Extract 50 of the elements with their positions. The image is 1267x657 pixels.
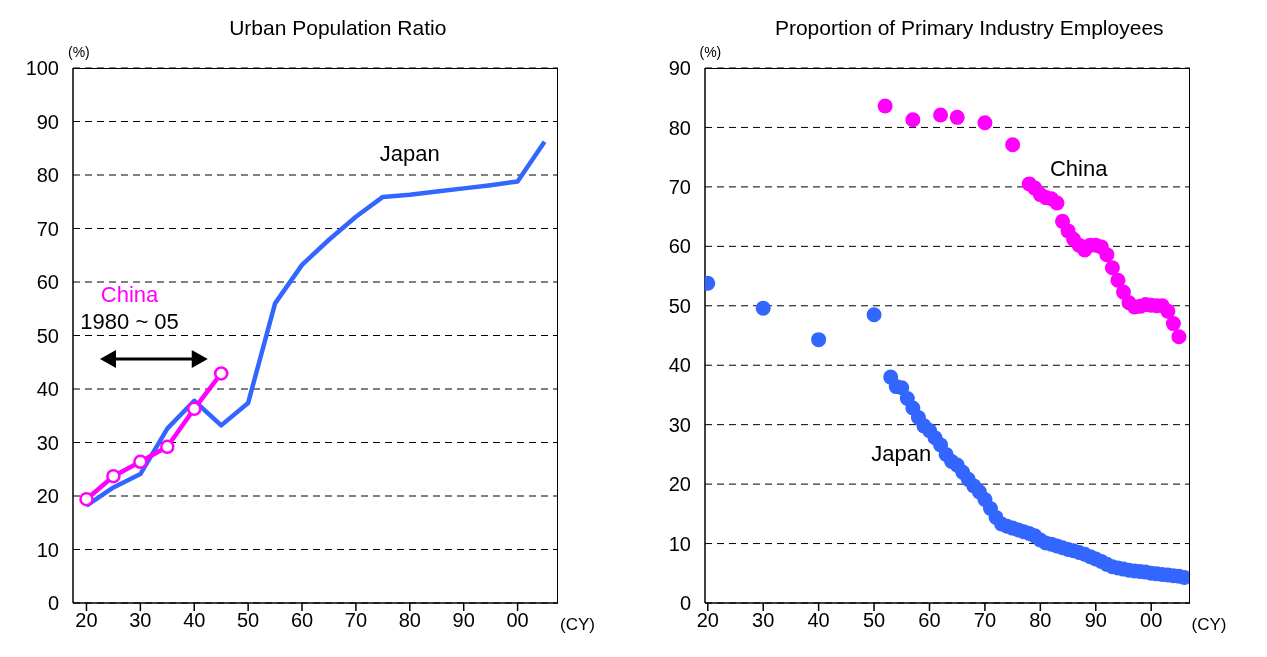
y-tick-label: 40 — [668, 354, 691, 377]
y-tick-label: 30 — [36, 431, 59, 454]
y-tick-label: 70 — [668, 175, 691, 198]
x-tick-label: 80 — [1028, 609, 1051, 632]
y-tick-label: 90 — [668, 57, 691, 80]
x-tick-label: 30 — [751, 609, 774, 632]
y-tick-label: 70 — [36, 217, 59, 240]
x-tick-label: 50 — [237, 609, 260, 632]
y-tick-label: 80 — [36, 164, 59, 187]
y-tick-label: 80 — [668, 116, 691, 139]
x-tick-label: 30 — [129, 609, 152, 632]
x-tick-label: 90 — [452, 609, 475, 632]
y-tick-label: 20 — [668, 473, 691, 496]
y-tick-label: 60 — [668, 235, 691, 258]
x-axis-title: (CY) — [560, 615, 595, 635]
x-tick-label: 40 — [807, 609, 830, 632]
annotation: 1980 ~ 05 — [80, 309, 179, 336]
y-axis-title: (%) — [699, 44, 722, 60]
x-tick-label: 20 — [75, 609, 98, 632]
y-axis-title: (%) — [68, 44, 90, 60]
x-tick-label: 50 — [862, 609, 885, 632]
x-axis-title: (CY) — [1191, 615, 1227, 635]
y-tick-label: 50 — [36, 324, 59, 347]
y-tick-label: 20 — [36, 485, 59, 508]
x-tick-label: 40 — [183, 609, 206, 632]
x-tick-label: 60 — [290, 609, 314, 632]
x-tick-label: 80 — [398, 609, 421, 632]
series-label: Japan — [379, 140, 440, 167]
y-tick-label: 0 — [679, 592, 691, 615]
x-tick-label: 00 — [506, 609, 529, 632]
series-label: Japan — [871, 441, 932, 468]
text: China — [100, 282, 159, 309]
y-tick-label: 60 — [36, 271, 59, 294]
y-tick-label: 0 — [47, 592, 59, 615]
y-tick-label: 40 — [36, 378, 59, 401]
x-tick-label: 70 — [973, 609, 996, 632]
x-tick-label: 20 — [696, 609, 719, 632]
y-tick-label: 100 — [25, 57, 59, 80]
y-tick-label: 50 — [668, 294, 691, 317]
x-tick-label: 00 — [1139, 609, 1162, 632]
y-tick-label: 10 — [668, 532, 691, 555]
y-tick-label: 10 — [36, 538, 59, 561]
x-tick-label: 90 — [1084, 609, 1107, 632]
y-tick-label: 90 — [36, 110, 59, 133]
x-tick-label: 60 — [917, 609, 941, 632]
y-tick-label: 30 — [668, 413, 691, 436]
chart-title: Proportion of Primary Industry Employees — [774, 16, 1164, 39]
chart-title: Urban Population Ratio — [229, 16, 447, 39]
series-label: China — [1049, 156, 1108, 183]
x-tick-label: 70 — [344, 609, 368, 632]
